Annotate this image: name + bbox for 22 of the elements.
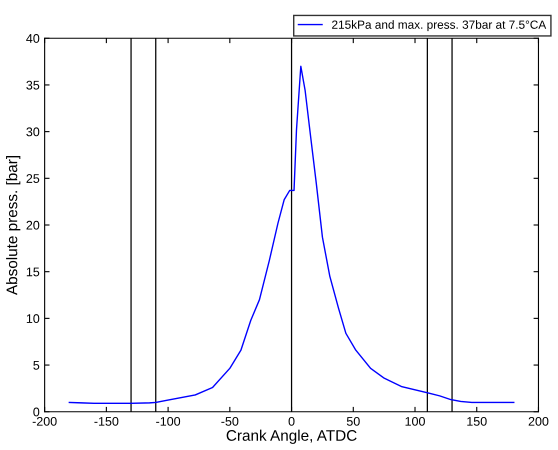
y-tick-label: 30 [26, 127, 40, 136]
y-tick-label: 10 [26, 314, 40, 324]
legend-label: 215kPa and max. press. 37bar at 7.5°CA [332, 20, 546, 32]
y-tick-label: 40 [26, 34, 40, 43]
x-tick-label: 50 [346, 416, 360, 426]
x-tick-label: 100 [406, 416, 425, 426]
x-tick-label: -100 [156, 416, 180, 426]
y-tick-label: 15 [26, 268, 40, 276]
y-tick-label: 20 [26, 220, 40, 230]
x-tick-label: 150 [467, 416, 487, 426]
x-tick-label: 0 [288, 416, 295, 426]
y-tick-label: 25 [26, 174, 40, 183]
x-tick-label: -200 [32, 416, 57, 426]
y-tick-label: 0 [33, 408, 40, 416]
line-series [68, 66, 514, 404]
x-axis-title: Crank Angle, ATDC [226, 430, 357, 444]
y-tick-label: 35 [26, 80, 40, 90]
y-tick-label: 5 [33, 360, 40, 370]
x-tick-label: 200 [528, 416, 548, 426]
x-tick-label: -150 [94, 416, 118, 426]
x-tick-label: -50 [221, 416, 238, 426]
y-axis-title: Absolute press. [bar] [6, 156, 20, 296]
